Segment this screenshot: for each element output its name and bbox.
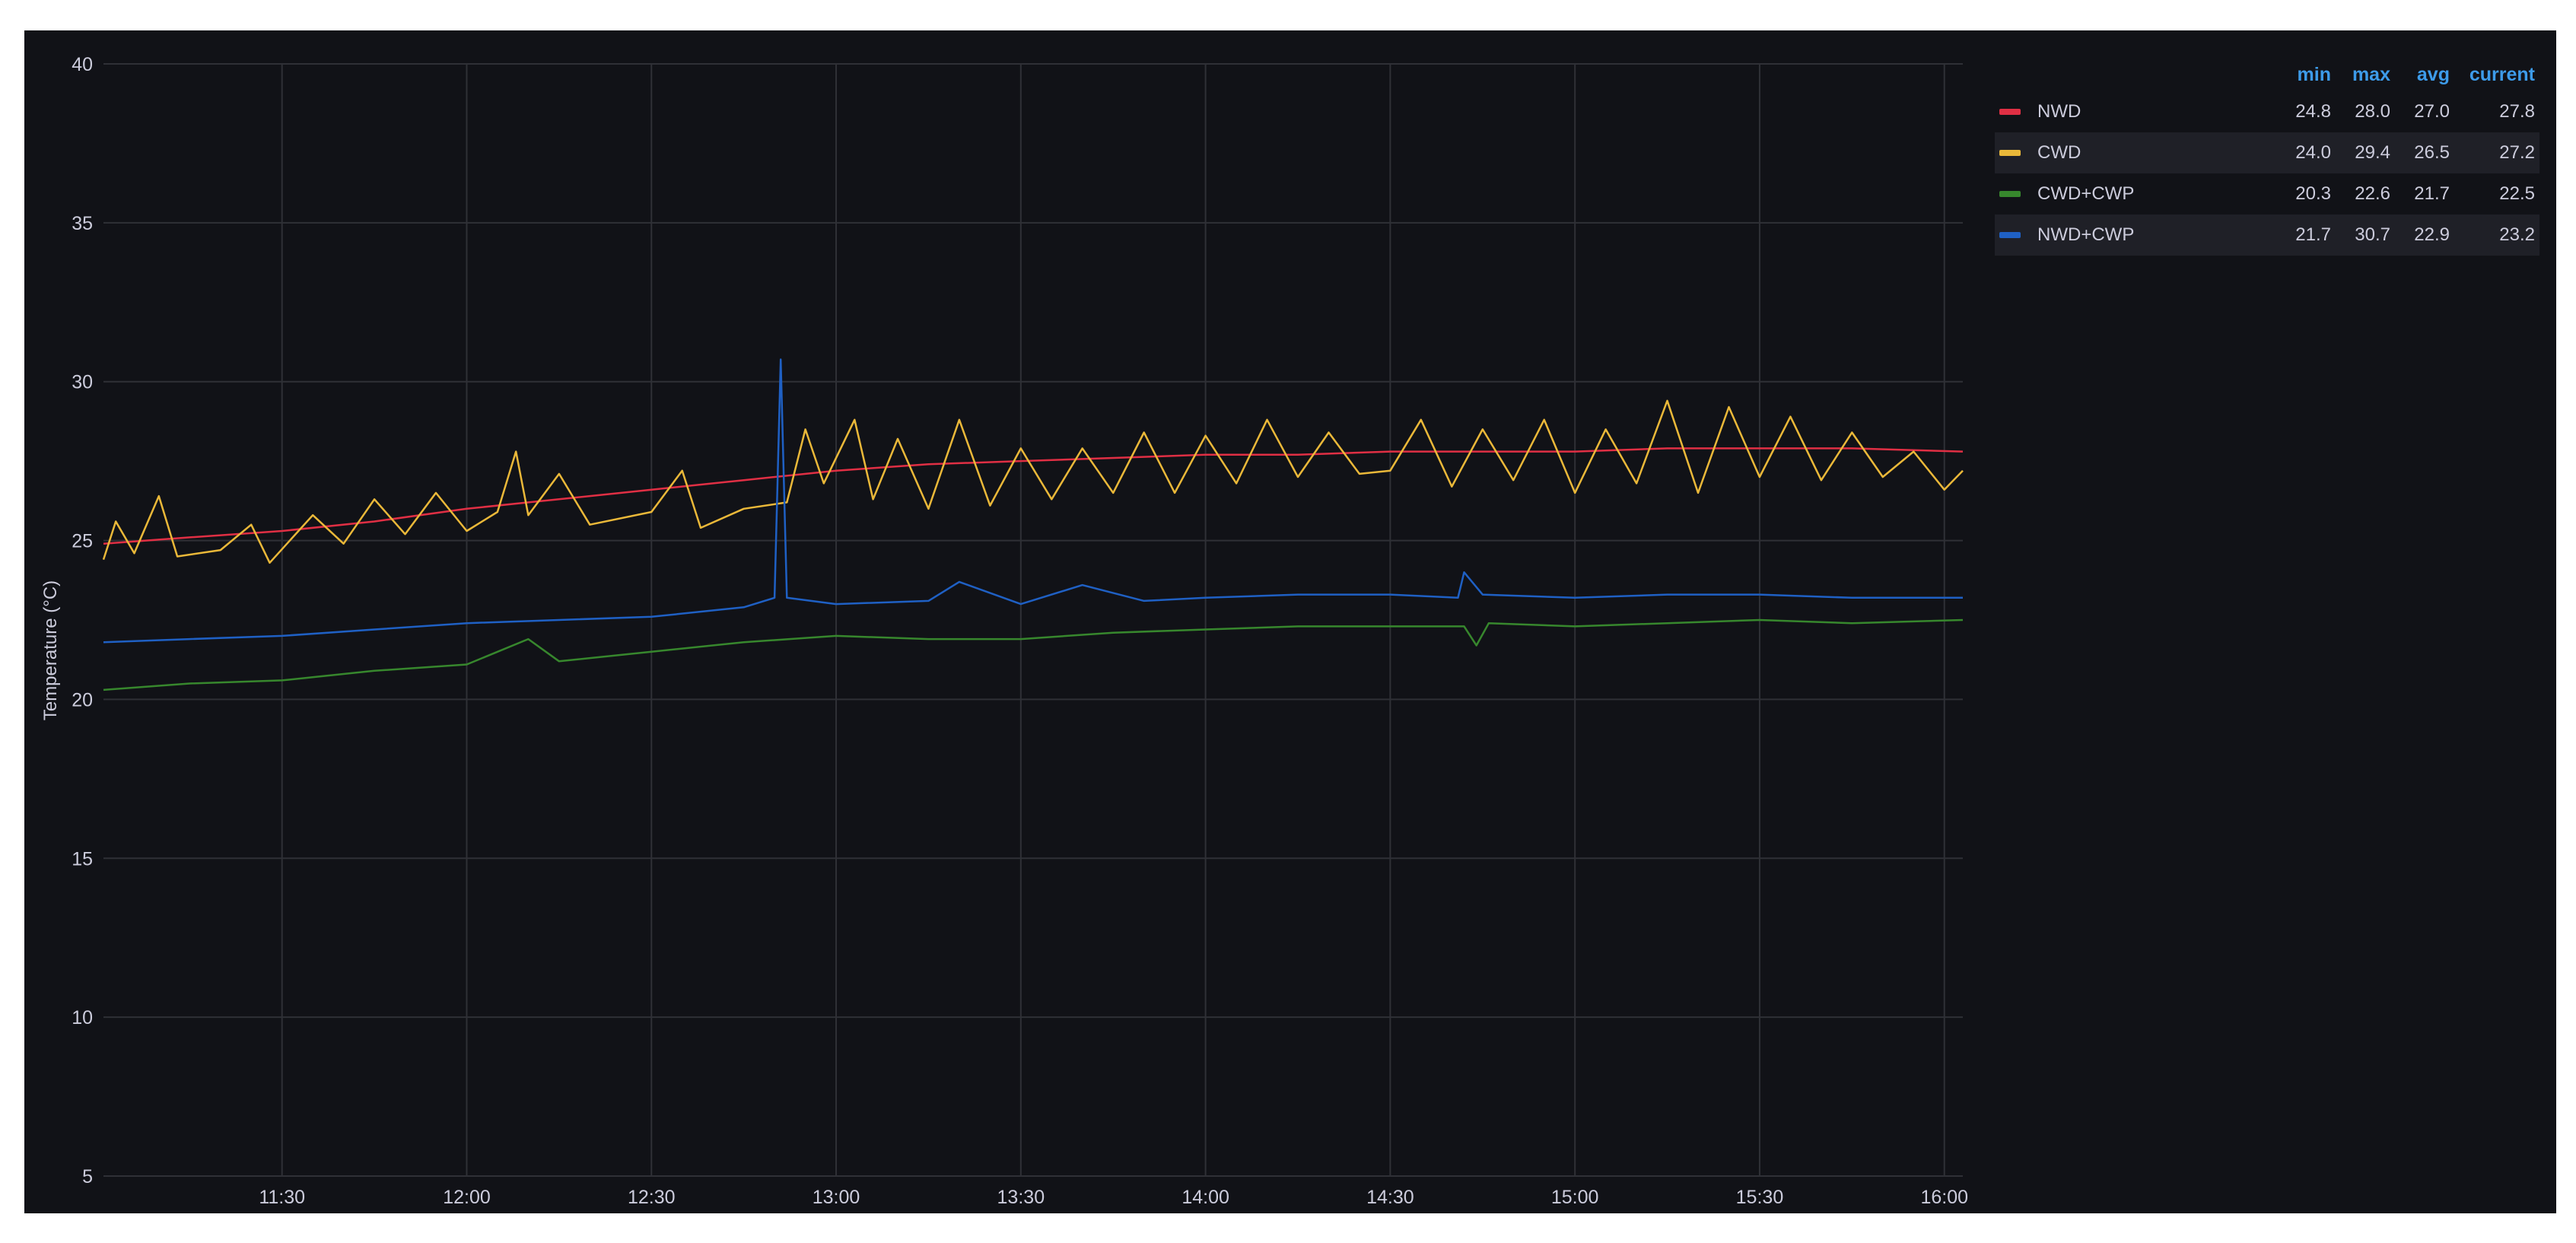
series-line-nwd	[103, 447, 1964, 545]
stat-min: 20.3	[2295, 183, 2331, 204]
chart-panel: 5 10 15 20 25 30 35 40 11:30 12:00 12:30 13:00 13:30…	[24, 30, 2556, 1213]
y-tick-label: 35	[72, 213, 93, 234]
x-tick-label: 13:00	[813, 1187, 860, 1208]
legend-row-nwd[interactable]: NWD 24.8 28.0 27.0 27.8	[1995, 91, 2539, 132]
stat-min: 24.8	[2295, 101, 2331, 122]
x-tick-label: 14:00	[1181, 1187, 1229, 1208]
x-tick-label: 11:30	[259, 1187, 305, 1208]
x-tick-label: 12:30	[628, 1187, 676, 1208]
legend-col-avg[interactable]: avg	[2416, 63, 2450, 85]
legend-col-min[interactable]: min	[2297, 63, 2331, 85]
x-tick-label: 12:00	[443, 1187, 491, 1208]
stat-avg: 21.7	[2414, 183, 2450, 204]
legend-row-cwd[interactable]: CWD 24.0 29.4 26.5 27.2	[1995, 132, 2539, 173]
legend-label-cwd-cwp[interactable]: CWD+CWP	[2037, 183, 2135, 204]
legend-label-cwd[interactable]: CWD	[2037, 142, 2081, 163]
stat-max: 29.4	[2355, 142, 2390, 163]
x-tick-label: 16:00	[1920, 1187, 1968, 1208]
chart-svg: 5 10 15 20 25 30 35 40 11:30 12:00 12:30 13:00 13:30…	[40, 54, 1968, 1208]
legend-table: min max avg current NWD 24.8 28.0 27.0 2…	[1995, 58, 2539, 256]
series-line-cwd-cwp	[103, 618, 1964, 691]
x-tick-label: 13:30	[997, 1187, 1045, 1208]
stat-min: 24.0	[2295, 142, 2331, 163]
stat-current: 23.2	[2499, 224, 2535, 245]
legend-row-nwd-cwp[interactable]: NWD+CWP 21.7 30.7 22.9 23.2	[1995, 215, 2539, 256]
stat-max: 30.7	[2355, 224, 2390, 245]
stat-max: 22.6	[2355, 183, 2390, 204]
swatch-cwd	[1999, 150, 2021, 156]
legend-row-cwd-cwp[interactable]: CWD+CWP 20.3 22.6 21.7 22.5	[1995, 173, 2539, 215]
y-tick-label: 10	[72, 1007, 93, 1028]
stat-current: 27.2	[2499, 142, 2535, 163]
legend-header: min max avg current	[1995, 58, 2539, 91]
y-tick-label: 25	[72, 531, 93, 552]
swatch-cwd-cwp	[1999, 191, 2021, 197]
stat-min: 21.7	[2295, 224, 2331, 245]
legend-col-current[interactable]: current	[2469, 63, 2535, 85]
x-tick-label: 14:30	[1366, 1187, 1414, 1208]
legend-label-nwd[interactable]: NWD	[2037, 101, 2081, 122]
stat-avg: 26.5	[2414, 142, 2450, 163]
x-tick-label: 15:30	[1736, 1187, 1784, 1208]
stat-avg: 22.9	[2414, 224, 2450, 245]
y-tick-label: 15	[72, 848, 93, 869]
legend-col-max[interactable]: max	[2352, 63, 2390, 85]
stat-current: 22.5	[2499, 183, 2535, 204]
y-tick-label: 20	[72, 689, 93, 711]
y-tick-label: 30	[72, 372, 93, 393]
series-line-nwd-cwp	[103, 358, 1963, 644]
stat-avg: 27.0	[2414, 101, 2450, 122]
series-line-cwd	[102, 399, 1964, 564]
swatch-nwd	[1999, 109, 2021, 115]
y-tick-label: 40	[72, 54, 93, 75]
swatch-nwd-cwp	[1999, 232, 2021, 238]
x-tick-label: 15:00	[1551, 1187, 1599, 1208]
stat-current: 27.8	[2499, 101, 2535, 122]
y-axis-label: Temperature (°C)	[40, 580, 61, 720]
stat-max: 28.0	[2355, 101, 2390, 122]
legend-label-nwd-cwp[interactable]: NWD+CWP	[2037, 224, 2135, 245]
y-tick-label: 5	[82, 1166, 93, 1187]
